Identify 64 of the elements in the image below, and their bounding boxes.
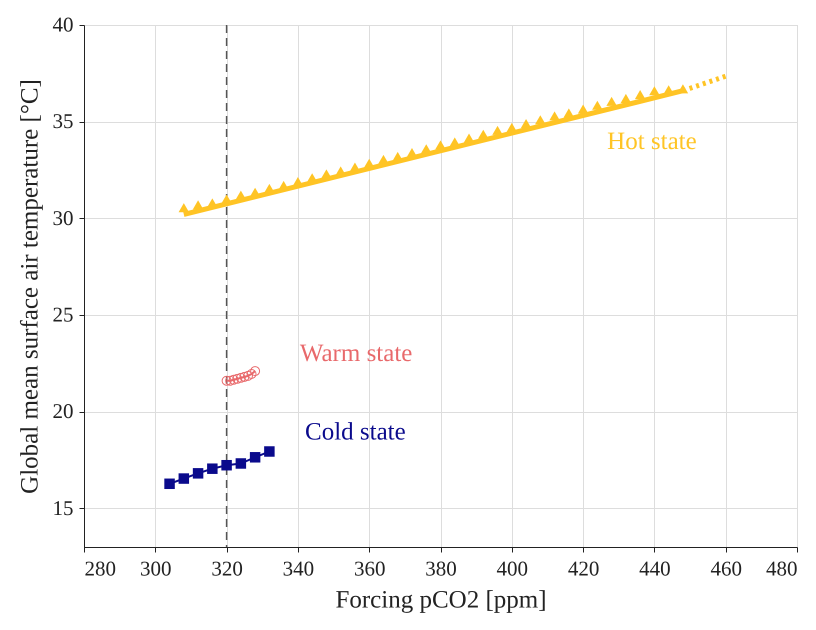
point	[321, 169, 332, 178]
x-tick-label: 380	[425, 556, 457, 580]
point	[239, 372, 250, 382]
point	[406, 148, 418, 158]
point	[420, 144, 432, 154]
x-tick-label: 400	[496, 556, 528, 580]
point	[264, 446, 275, 457]
x-tick-label: 360	[354, 556, 386, 580]
y-tick-label: 40	[52, 12, 74, 36]
point	[178, 203, 190, 212]
y-tick-label: 15	[52, 496, 74, 520]
y-tick-label: 35	[52, 109, 74, 134]
series-label: Warm state	[300, 340, 412, 368]
y-tick-label: 30	[52, 206, 74, 230]
point	[620, 94, 632, 104]
point	[246, 369, 257, 379]
x-tick-label: 480	[766, 556, 798, 580]
y-axis-title: Global mean surface air temperature [°C]	[16, 79, 44, 494]
point	[364, 158, 374, 168]
point	[250, 366, 260, 376]
point	[649, 86, 660, 96]
point	[192, 200, 204, 210]
x-tick-label: 440	[639, 556, 671, 580]
x-tick-label: 320	[211, 556, 243, 580]
series-label: Cold state	[305, 418, 406, 446]
y-tick-label: 25	[52, 302, 74, 326]
point	[225, 376, 236, 386]
point	[564, 108, 574, 118]
point	[378, 154, 389, 164]
point	[236, 372, 246, 383]
x-tick-label: 300	[140, 556, 172, 580]
point	[243, 370, 253, 381]
x-axis-title: Forcing pCO2 [ppm]	[335, 586, 547, 614]
point	[464, 134, 474, 143]
point	[222, 376, 232, 386]
point	[164, 478, 175, 490]
point	[306, 173, 318, 182]
point	[478, 130, 489, 139]
x-tick-label: 460	[710, 556, 742, 580]
point	[335, 166, 346, 176]
point	[549, 111, 560, 120]
x-tick-label: 340	[282, 556, 314, 580]
point	[392, 152, 403, 162]
point	[506, 122, 518, 132]
point	[578, 104, 588, 114]
point	[178, 473, 190, 484]
point	[492, 126, 503, 135]
point	[606, 96, 617, 106]
point	[250, 452, 260, 463]
point	[221, 460, 232, 470]
point	[592, 100, 603, 110]
point	[634, 90, 646, 100]
x-tick-label: 420	[568, 556, 600, 580]
point	[207, 463, 218, 474]
x-tick-label: 280	[84, 556, 116, 580]
point	[535, 115, 546, 124]
y-tick-label: 20	[52, 399, 74, 424]
point	[228, 374, 239, 385]
point	[232, 374, 242, 384]
point	[435, 140, 446, 150]
point	[520, 119, 532, 128]
series-label: Hot state	[607, 128, 697, 155]
point	[236, 458, 246, 469]
point	[192, 468, 204, 479]
